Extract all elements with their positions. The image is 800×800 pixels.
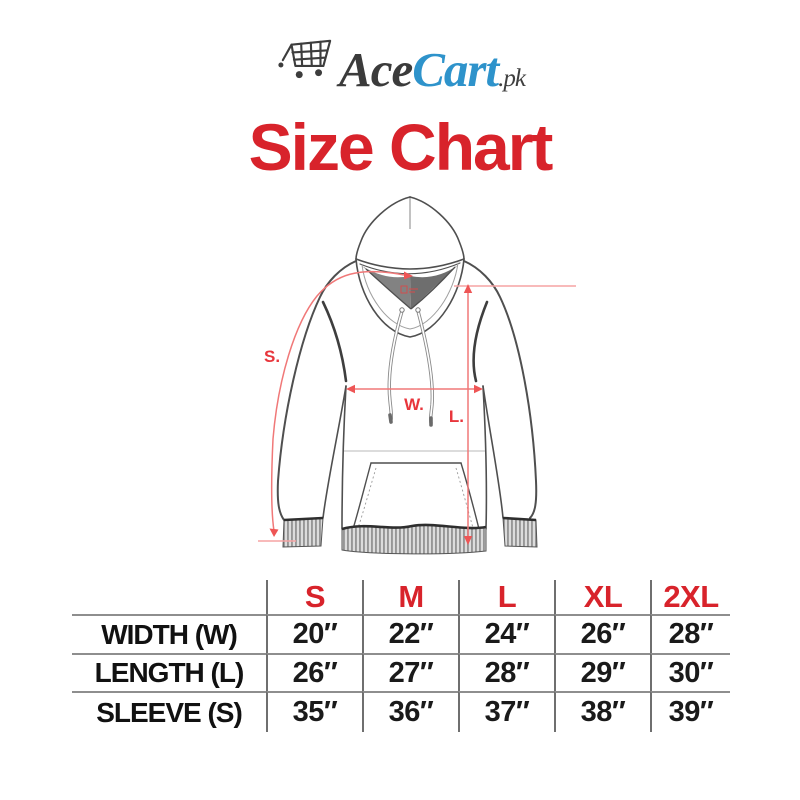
page-title: Size Chart: [248, 110, 554, 184]
size-column-header-m: M: [362, 579, 458, 614]
brand-domain-suffix: .pk: [498, 65, 526, 92]
width-value-s: 20″: [266, 614, 362, 653]
width-value-xl: 26″: [554, 614, 650, 653]
sleeve-value-2xl: 39″: [650, 691, 730, 732]
width-value-2xl: 28″: [650, 614, 730, 653]
sleeve-value-s: 35″: [266, 691, 362, 732]
length-value-2xl: 30″: [650, 653, 730, 691]
size-column-header-xl: XL: [554, 579, 650, 614]
size-column-header-s: S: [266, 579, 362, 614]
length-value-m: 27″: [362, 653, 458, 691]
length-value-xl: 29″: [554, 653, 650, 691]
brand-secondary: Cart: [412, 42, 499, 97]
size-column-header-2xl: 2XL: [650, 579, 730, 614]
hoodie-diagram: S. W. L.: [238, 189, 578, 581]
row-label-length: LENGTH (L): [72, 653, 266, 691]
shopping-cart-icon: [278, 39, 332, 79]
table-corner-cell: [72, 580, 266, 614]
brand-primary: Ace: [339, 42, 413, 97]
measurement-lines: [270, 270, 480, 541]
size-table: S M L XL 2XL WIDTH (W) 20″ 22″ 24″ 26″ 2…: [72, 579, 730, 732]
sleeve-value-l: 37″: [458, 691, 554, 732]
hoodie-drawing: S. W. L.: [258, 196, 576, 555]
logo: AceCart.pk: [0, 34, 800, 94]
width-value-l: 24″: [458, 614, 554, 653]
row-label-width: WIDTH (W): [72, 614, 266, 653]
tiny-brand-tag: [400, 285, 418, 294]
brand-text: AceCart.pk: [339, 42, 526, 97]
sleeve-value-xl: 38″: [554, 691, 650, 732]
sleeve-value-m: 36″: [362, 691, 458, 732]
width-value-m: 22″: [362, 614, 458, 653]
sleeve-measure-label: S.: [264, 347, 280, 366]
width-measure-label: W.: [404, 395, 424, 414]
size-column-header-l: L: [458, 579, 554, 614]
length-value-l: 28″: [458, 653, 554, 691]
length-measure-label: L.: [449, 407, 464, 426]
length-value-s: 26″: [266, 653, 362, 691]
row-label-sleeve: SLEEVE (S): [72, 691, 266, 732]
